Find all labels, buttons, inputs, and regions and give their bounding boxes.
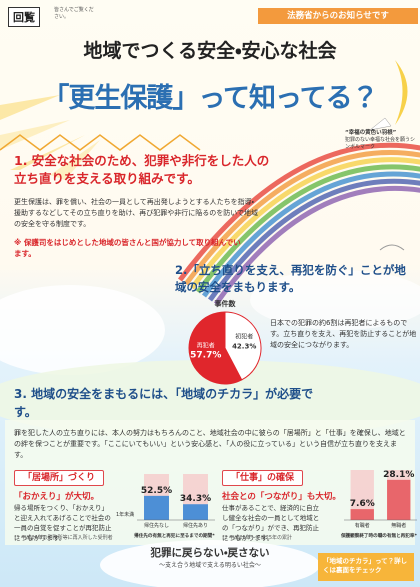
bar bbox=[350, 509, 374, 520]
slice-label: 再犯者 bbox=[197, 342, 215, 350]
title: 地域でつくる安全・安心な社会 bbox=[83, 40, 337, 62]
footnote: *1 平成24年の刑務所等に再入所した受刑者 bbox=[14, 535, 113, 541]
chart-title: 保護観察終了時の職の有無と再犯率*2 bbox=[340, 532, 417, 539]
pie-slice bbox=[188, 311, 243, 385]
period-label: 1年未満 bbox=[116, 511, 134, 518]
x-tick-label: 帰住先なし bbox=[144, 522, 169, 529]
x-tick-label: 帰住先あり bbox=[183, 522, 208, 529]
value-label: 34.3% bbox=[180, 494, 211, 504]
section-note: ※ 保護司をはじめとした地域の皆さんと国が協力して取り組んでいます。 bbox=[14, 238, 241, 258]
pie-slice bbox=[224, 311, 262, 381]
value-label: 52.5% bbox=[141, 486, 172, 496]
footnote: *2 平成21年〜平成25年の累計 bbox=[222, 535, 292, 541]
x-tick-label: 無職者 bbox=[391, 522, 406, 529]
panel-subheading: 社会との「つながり」も大切。 bbox=[222, 492, 341, 502]
chart-title: 帰住先の有無と再犯に至るまでの期間*1 bbox=[134, 532, 215, 539]
symbol-note: “幸福の黄色い羽根” 犯罪のない幸福な社会を願うシンボルマーク bbox=[345, 130, 415, 151]
value-label: 57.7% bbox=[190, 351, 221, 361]
panel-tag: 「居場所」づくり bbox=[14, 470, 105, 486]
declaration: 犯罪に戻らない・戻さない 〜支え合う地域で支える明るい社会〜 bbox=[130, 545, 290, 569]
back-page-note[interactable]: 「地域のチカラ」って？詳しくは裏面をチェック bbox=[318, 553, 414, 581]
panel-subheading: 「おかえり」が大切。 bbox=[14, 492, 100, 502]
panel-text: 仕事があることで、経済的に自立し健全な社会の一員として地域との「つながり」ができ… bbox=[222, 504, 320, 542]
subtitle: 「更生保護」って知ってる？ bbox=[42, 83, 378, 114]
value-label: 28.1% bbox=[383, 470, 414, 480]
symbol-desc: 犯罪のない幸福な社会を願うシンボルマーク bbox=[345, 137, 416, 150]
bar bbox=[183, 504, 208, 520]
value-label: 42.3% bbox=[232, 342, 256, 350]
notice-banner: 法務省からのお知らせです bbox=[258, 8, 418, 24]
bar-background bbox=[350, 470, 374, 520]
slogan: 〜支え合う地域で支える明るい社会〜 bbox=[159, 562, 261, 569]
bar bbox=[144, 495, 169, 520]
panel-tag: 「仕事」の確保 bbox=[222, 470, 304, 486]
section-heading: 2.「立ち直りを支え、再犯を防ぐ」ことが地域の安全をまもります。 bbox=[175, 263, 406, 294]
chart-title: 事件数 bbox=[215, 299, 237, 308]
section-heading: 3. 地域の安全をまもるには、「地域のチカラ」が必要です。 bbox=[14, 387, 314, 419]
panel-text: 帰る場所をつくり、「おかえり」と迎え入れてあげることで社会の一員の自覚を促すこと… bbox=[14, 504, 112, 542]
bar bbox=[387, 479, 411, 520]
symbol-name: “幸福の黄色い羽根” bbox=[345, 130, 397, 136]
slice-label: 初犯者 bbox=[235, 332, 253, 340]
section-heading: 1. 安全な社会のため、犯罪や非行をした人の立ち直りを支える取り組みです。 bbox=[14, 153, 270, 186]
value-label: 7.6% bbox=[350, 499, 375, 509]
declaration-title: 犯罪に戻らない・戻さない bbox=[150, 547, 270, 559]
section-text: 更生保護は、罪を償い、社会の一員として再出発しようとする人たちを指導・援助するな… bbox=[14, 198, 259, 228]
x-tick-label: 有職者 bbox=[355, 522, 370, 529]
circular-label: 回覧 bbox=[8, 7, 40, 27]
section-text: 日本での犯罪の約6割は再犯者によるものです。立ち直りを支え、再犯を防止することが… bbox=[270, 319, 417, 349]
bar-chart: 1年未満 52.5% 帰住先なし 34.3% 帰住先あり帰住先の有無と再犯に至るまでの期… bbox=[116, 474, 215, 539]
circular-note: 皆さんでご覧ください。 bbox=[54, 7, 94, 20]
section-text: 罪を犯した人の立ち直りには、本人の努力はもちろんのこと、地域社会の中に彼らの「居… bbox=[14, 429, 406, 459]
